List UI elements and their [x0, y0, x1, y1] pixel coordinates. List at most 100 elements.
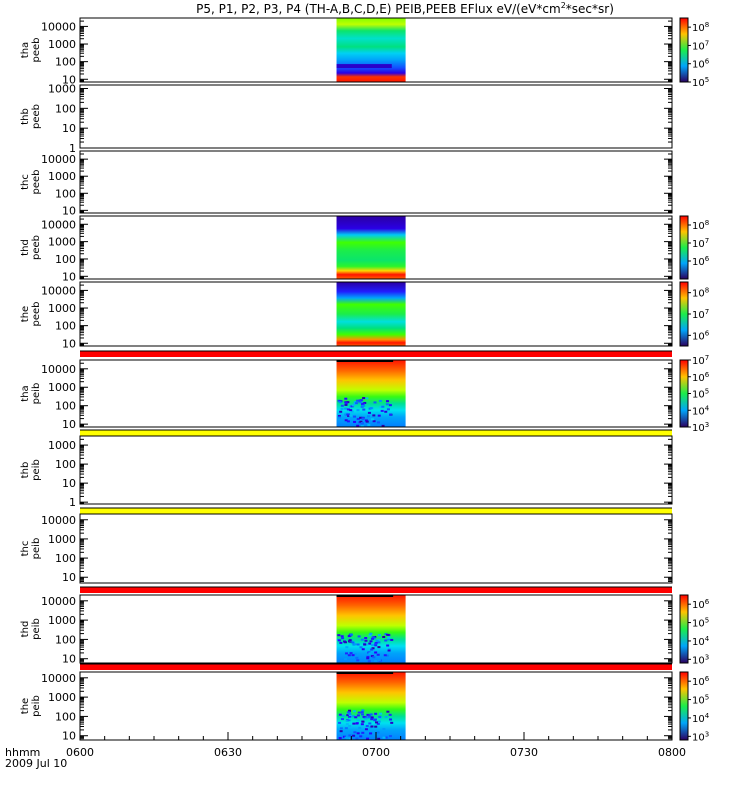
- speckle: [364, 728, 368, 731]
- speckle: [349, 409, 353, 412]
- speckle: [360, 424, 364, 427]
- speckle: [386, 408, 390, 411]
- colorbar-tick-label: 106: [692, 255, 710, 268]
- band-mark: [336, 64, 392, 69]
- panel-tha-peib: 10 100 1000 10000 tha peib 103 104 105 106 107: [20, 350, 710, 434]
- y-label-probe: thc: [20, 174, 31, 190]
- colorbar-fill: [680, 595, 688, 663]
- speckle: [355, 656, 359, 659]
- y-tick-label: 1000: [48, 691, 76, 704]
- speckle: [353, 420, 357, 423]
- speckle: [337, 399, 341, 402]
- y-label-product: peib: [31, 695, 42, 717]
- speckle: [384, 410, 388, 413]
- speckle: [374, 643, 378, 646]
- y-tick-label: 100: [55, 710, 76, 723]
- y-label-probe: the: [20, 306, 31, 322]
- y-tick-label: 10: [62, 730, 76, 743]
- speckle: [359, 735, 363, 738]
- y-tick-label: 1: [69, 142, 76, 155]
- speckle: [387, 638, 391, 641]
- speckle: [384, 633, 388, 636]
- speckle: [365, 725, 369, 728]
- speckle: [387, 648, 391, 651]
- speckle: [366, 737, 370, 740]
- panel-frame: [79, 281, 673, 347]
- colorbar-tick-label: 105: [692, 694, 709, 707]
- speckle: [363, 716, 367, 719]
- speckle: [337, 634, 341, 637]
- y-tick-label: 10: [62, 270, 76, 283]
- speckle: [352, 722, 356, 725]
- colorbar-fill: [680, 360, 688, 427]
- speckle: [379, 405, 383, 408]
- y-label-probe: tha: [20, 42, 31, 58]
- y-label-product: peeb: [31, 170, 42, 195]
- colorbar: 103 104 105 106: [679, 594, 710, 666]
- y-tick-label: 10000: [41, 595, 76, 608]
- speckle: [344, 652, 348, 655]
- speckle: [370, 725, 374, 728]
- speckle: [388, 404, 392, 407]
- chart-title: P5, P1, P2, P3, P4 (TH-A,B,C,D,E) PEIB,P…: [196, 1, 614, 16]
- speckle: [344, 397, 348, 400]
- y-label-product: peeb: [31, 38, 42, 63]
- speckle: [350, 410, 354, 413]
- colorbar-tick-label: 106: [692, 675, 710, 688]
- speckle: [359, 646, 363, 649]
- speckle: [347, 654, 351, 657]
- speckle: [361, 731, 365, 734]
- speckle: [338, 401, 342, 404]
- speckle: [389, 718, 393, 721]
- speckle: [339, 410, 343, 413]
- speckle: [378, 399, 382, 402]
- flag-bar: [80, 664, 672, 670]
- speckle: [368, 652, 372, 655]
- colorbar-frame: [679, 17, 689, 83]
- y-label-product: peib: [31, 459, 42, 481]
- y-tick-label: 10: [62, 571, 76, 584]
- colorbar-frame: [679, 594, 689, 664]
- colorbar-tick-label: 107: [692, 39, 709, 52]
- speckle: [390, 721, 394, 724]
- colorbar: 105 106 107 108: [679, 17, 710, 89]
- speckle: [360, 723, 364, 726]
- speckle: [388, 713, 392, 716]
- speckle: [356, 714, 360, 717]
- y-tick-label: 100: [55, 400, 76, 413]
- y-tick-label: 10: [62, 418, 76, 431]
- speckle: [349, 633, 353, 636]
- speckle: [343, 640, 347, 643]
- speckle: [380, 409, 384, 412]
- y-tick-label: 1: [69, 496, 76, 509]
- speckle: [377, 720, 381, 723]
- speckle: [355, 402, 359, 405]
- speckle: [374, 659, 378, 662]
- panel-thc-peeb: 10 100 1000 10000 thc peeb: [20, 150, 673, 217]
- y-label-probe: thc: [20, 541, 31, 557]
- spectrogram-block: [336, 360, 406, 427]
- speckle: [339, 424, 343, 427]
- speckle: [366, 657, 370, 660]
- speckle: [367, 714, 371, 717]
- speckle: [361, 720, 365, 723]
- flag-bar: [80, 351, 672, 357]
- speckle: [359, 420, 363, 423]
- speckle: [356, 417, 360, 420]
- y-tick-label: 10: [62, 204, 76, 217]
- speckle: [374, 641, 378, 644]
- panel-frame: [79, 359, 673, 428]
- panel-thb-peeb: 1 10 100 1000 thb peeb: [20, 82, 673, 155]
- y-tick-label: 100: [55, 633, 76, 646]
- speckle: [376, 731, 380, 734]
- speckle: [352, 734, 356, 737]
- speckle: [369, 632, 373, 635]
- speckle: [346, 413, 350, 416]
- speckle: [368, 642, 372, 645]
- colorbar-tick-label: 103: [692, 653, 709, 666]
- speckle: [374, 644, 378, 647]
- y-tick-label: 1000: [48, 381, 76, 394]
- y-label-probe: thd: [20, 621, 31, 638]
- y-label-product: peeb: [31, 302, 42, 327]
